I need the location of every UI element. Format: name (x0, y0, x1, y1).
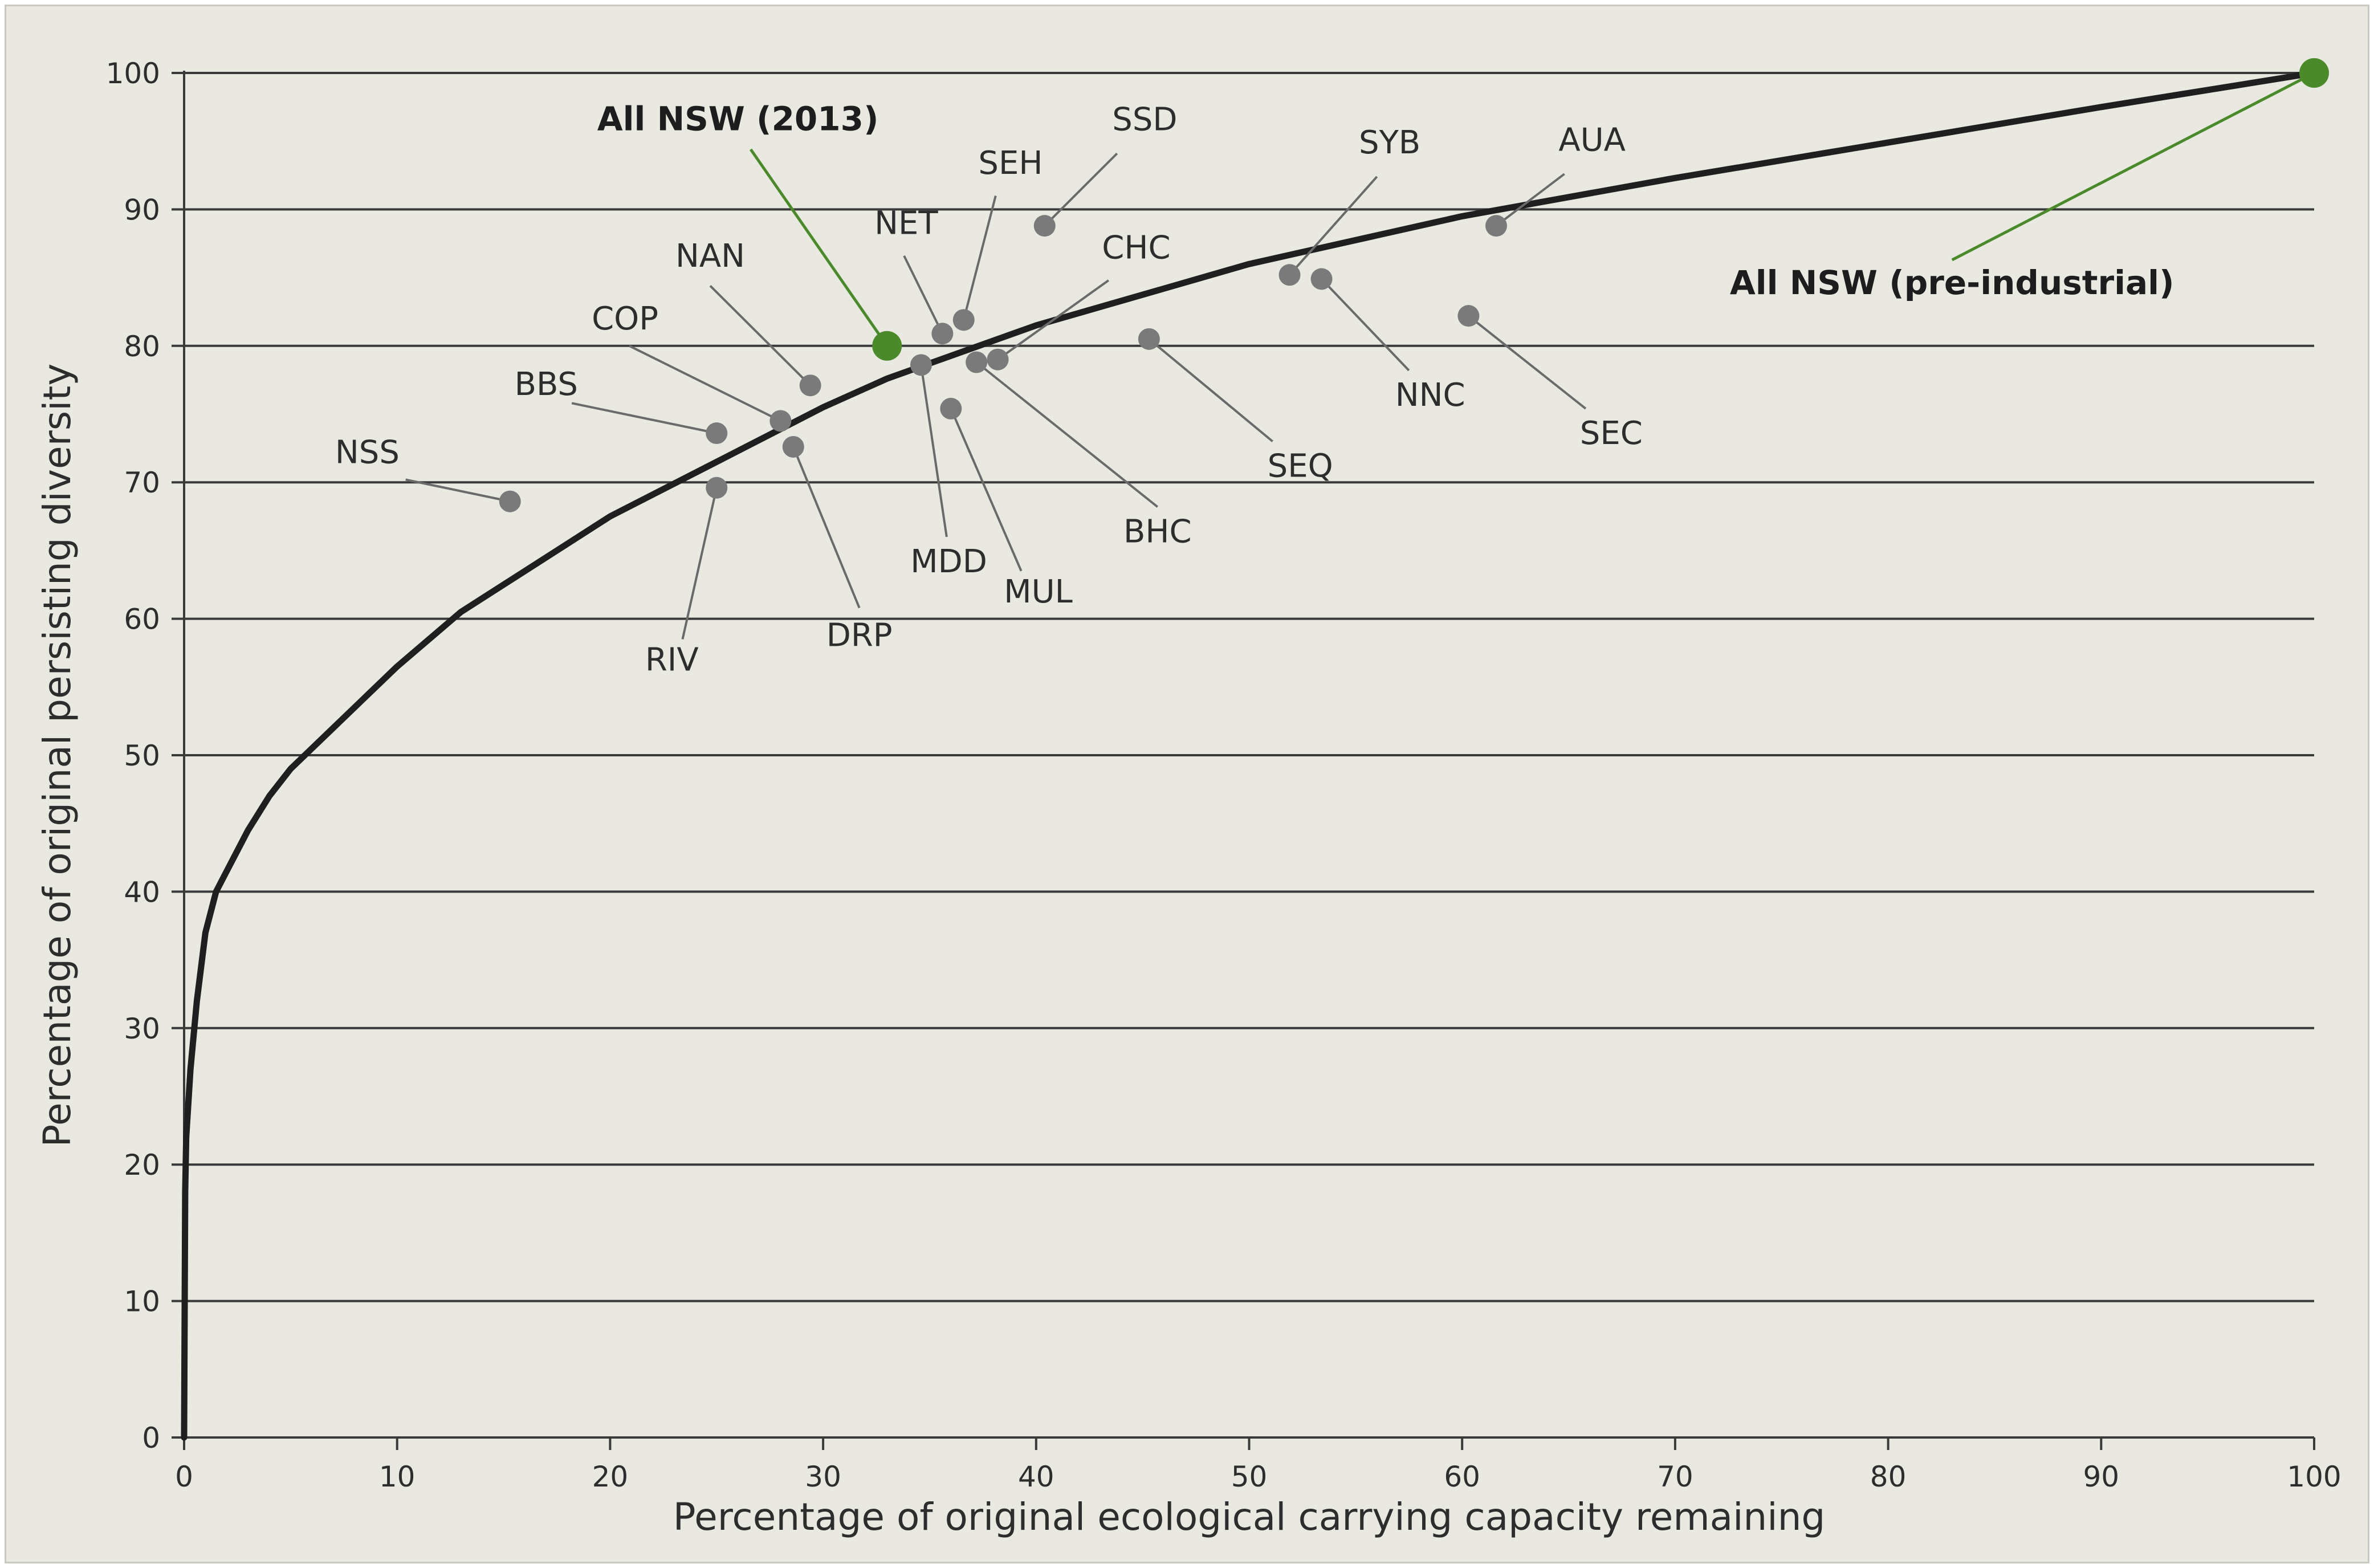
data-point (987, 348, 1009, 370)
data-point (1033, 215, 1056, 237)
leader-line (629, 345, 781, 422)
leader-line (792, 446, 861, 609)
leader-line (962, 195, 997, 320)
leader-line (1495, 173, 1565, 227)
point-label: RIV (645, 642, 699, 679)
data-point (1485, 215, 1507, 237)
data-point (1138, 328, 1160, 350)
point-label: COP (592, 300, 658, 337)
y-tick-label: 50 (124, 739, 160, 772)
y-tick-label: 70 (124, 466, 160, 499)
trend-curve (181, 70, 2318, 1441)
x-tick-label: 60 (1444, 1460, 1480, 1493)
leader-line (1148, 338, 1273, 442)
y-tick-label: 30 (124, 1012, 160, 1045)
scatter-chart: 0 10 20 30 40 50 60 70 80 90 100 0 10 20 30 40 50 60 70 80 9… (35, 57, 2342, 1539)
data-point (1278, 264, 1301, 286)
point-labels: NSS BBS RIV COP DRP NAN MDD NET MUL SEH BHC CHC SSD S… (335, 100, 2175, 679)
leader-line (1468, 315, 1587, 410)
highlight-leader-line (1951, 71, 2315, 262)
point-label: AUA (1558, 121, 1626, 158)
x-tick-label: 70 (1657, 1460, 1693, 1493)
point-label: SEQ (1268, 448, 1333, 485)
point-label: CHC (1102, 230, 1170, 267)
data-point (910, 354, 933, 376)
leader-line (997, 279, 1110, 361)
gridlines (184, 72, 2314, 1302)
data-point (499, 490, 521, 512)
x-tick-label: 50 (1231, 1460, 1268, 1493)
data-point (782, 435, 804, 458)
y-tick-label: 40 (124, 875, 160, 909)
y-tick-label: 0 (142, 1422, 160, 1455)
x-tick-label: 40 (1018, 1460, 1054, 1493)
leader-line (571, 402, 717, 434)
x-tick-label: 80 (1870, 1460, 1907, 1493)
data-point (966, 351, 988, 373)
point-label: BHC (1123, 514, 1192, 551)
leader-lines (405, 71, 2315, 640)
curve-line (181, 70, 2318, 1441)
y-tick-label: 60 (124, 603, 160, 636)
data-point (769, 410, 792, 432)
x-tick-label: 0 (175, 1460, 193, 1493)
point-label: SEC (1580, 415, 1643, 452)
highlight-label: All NSW (2013) (597, 100, 879, 139)
leader-line (920, 365, 948, 537)
x-tick-label: 100 (2287, 1460, 2341, 1493)
point-label: SEH (978, 145, 1043, 182)
data-points (499, 58, 2329, 512)
data-point (1457, 305, 1480, 327)
leader-line (405, 478, 511, 503)
point-label: DRP (826, 617, 893, 654)
highlight-leader-line (749, 148, 889, 347)
y-tick-label: 80 (124, 330, 160, 363)
data-point (952, 309, 975, 331)
x-axis-title: Percentage of original ecological carryi… (673, 1495, 1826, 1539)
tick-labels: 0 10 20 30 40 50 60 70 80 90 100 0 10 20 30 40 50 60 70 80 9… (106, 57, 2342, 1493)
point-label: NNC (1395, 377, 1465, 414)
data-point (940, 397, 962, 420)
point-label: SSD (1112, 101, 1177, 139)
leader-line (903, 255, 944, 335)
leader-line (1289, 176, 1378, 276)
data-point (706, 422, 728, 445)
y-tick-label: 20 (124, 1148, 160, 1182)
y-axis-title: Percentage of original persisting divers… (35, 364, 79, 1147)
data-point (799, 374, 821, 397)
leader-line (1044, 152, 1118, 227)
leader-line (975, 361, 1159, 508)
data-point (931, 323, 954, 345)
point-label: SYB (1359, 124, 1420, 161)
point-label: NAN (675, 238, 745, 275)
highlight-point (872, 331, 902, 361)
highlight-point (2299, 58, 2329, 88)
point-label: BBS (515, 366, 578, 403)
highlight-label: All NSW (pre-industrial) (1730, 263, 2175, 302)
x-tick-label: 90 (2083, 1460, 2119, 1493)
leader-line (950, 408, 1023, 572)
data-point (1310, 268, 1333, 290)
leader-line (709, 285, 812, 386)
point-label: NSS (335, 434, 400, 471)
leader-line (1321, 278, 1410, 372)
x-tick-label: 10 (379, 1460, 416, 1493)
point-label: MUL (1004, 573, 1073, 610)
leader-line (681, 487, 718, 640)
y-tick-label: 10 (124, 1285, 160, 1318)
point-label: MDD (910, 543, 987, 580)
y-tick-label: 100 (106, 57, 160, 90)
y-tick-label: 90 (124, 193, 160, 226)
x-tick-label: 20 (592, 1460, 629, 1493)
point-label: NET (874, 205, 938, 242)
x-tick-label: 30 (805, 1460, 841, 1493)
chart-frame: 0 10 20 30 40 50 60 70 80 90 100 0 10 20 30 40 50 60 70 80 9… (5, 5, 2369, 1563)
data-point (706, 476, 728, 499)
